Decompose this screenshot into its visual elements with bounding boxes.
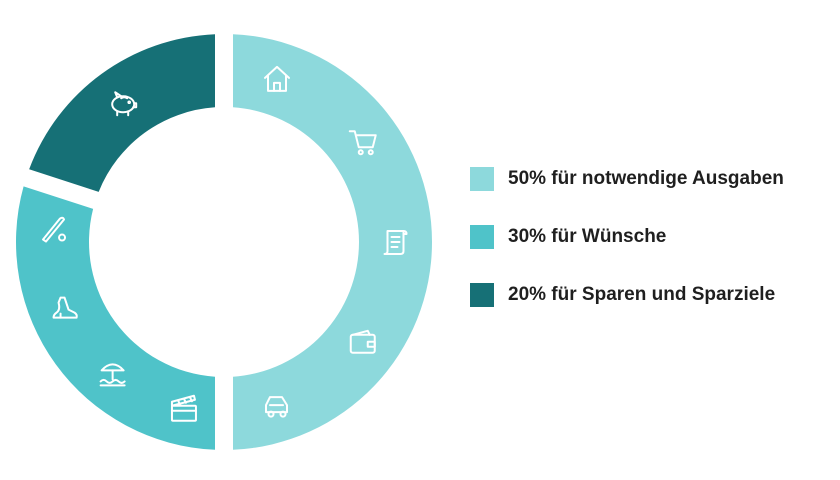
legend: 50% für notwendige Ausgaben 30% für Wüns… xyxy=(470,166,784,308)
legend-swatch-needs xyxy=(470,167,494,191)
legend-item-needs: 50% für notwendige Ausgaben xyxy=(470,166,784,192)
legend-swatch-wants xyxy=(470,225,494,249)
baseball-icon xyxy=(42,216,67,243)
donut-slice-wants xyxy=(15,186,215,450)
legend-label-wants: 30% für Wünsche xyxy=(508,226,667,247)
high-heel-icon xyxy=(52,296,78,319)
beach-umbrella-icon xyxy=(99,363,126,387)
piggy-bank-icon xyxy=(111,91,138,117)
legend-item-savings: 20% für Sparen und Sparziele xyxy=(470,282,784,308)
donut-slice-needs xyxy=(233,34,433,450)
car-icon xyxy=(264,396,288,418)
document-icon xyxy=(383,230,408,255)
wallet-icon xyxy=(349,329,376,354)
shopping-cart-icon xyxy=(348,130,377,156)
legend-swatch-savings xyxy=(470,283,494,307)
legend-label-needs: 50% für notwendige Ausgaben xyxy=(508,168,784,189)
legend-item-wants: 30% für Wünsche xyxy=(470,224,784,250)
legend-label-savings: 20% für Sparen und Sparziele xyxy=(508,284,776,305)
clapperboard-icon xyxy=(170,394,197,422)
house-icon xyxy=(263,65,290,92)
